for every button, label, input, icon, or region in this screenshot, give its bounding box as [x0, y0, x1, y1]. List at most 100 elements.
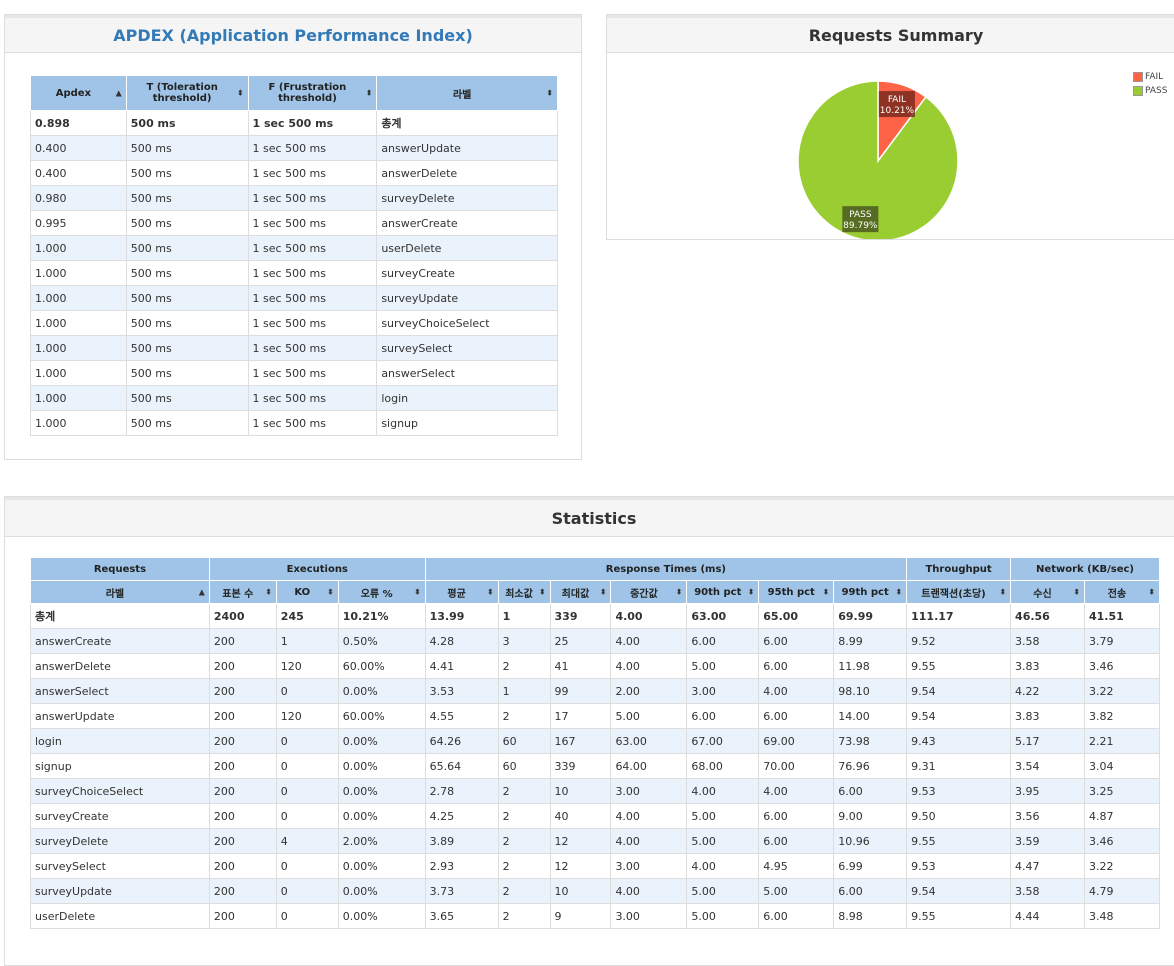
stats-cell: 0	[275, 778, 339, 804]
legend-item-pass[interactable]: PASS	[1133, 84, 1167, 98]
stats-cell: 0.00%	[337, 728, 426, 754]
stats-cell: 11.98	[833, 653, 908, 679]
apdex-row: 1.000 500 ms 1 sec 500 ms surveyChoiceSelec…	[30, 310, 558, 336]
apdex-row: 0.400 500 ms 1 sec 500 ms answerUpdate	[30, 135, 558, 161]
apdex-column-label: F (Frustration threshold)	[268, 82, 347, 104]
stats-cell: 9.50	[906, 803, 1012, 829]
stats-cell: 3.53	[424, 678, 499, 704]
stats-column-header[interactable]: 트랜잭션(초당) ⬍	[906, 580, 1012, 604]
stats-cell: 69.00	[758, 728, 835, 754]
apdex-cell: 1.000	[30, 310, 127, 336]
stats-cell: 2	[497, 878, 551, 904]
stats-cell: 6.99	[833, 853, 908, 879]
stats-cell: 60.00%	[337, 703, 426, 729]
stats-cell: 3.73	[424, 878, 499, 904]
stats-column-header[interactable]: 95th pct ⬍	[758, 580, 835, 604]
stats-column-header[interactable]: 최소값 ⬍	[497, 580, 551, 604]
apdex-column-header[interactable]: Apdex ▲	[30, 75, 127, 111]
stats-cell: 3.58	[1010, 878, 1085, 904]
stats-cell: 3.00	[610, 903, 688, 929]
stats-column-header[interactable]: 라벨 ▲	[30, 580, 210, 604]
apdex-column-header[interactable]: F (Frustration threshold) ⬍	[247, 75, 378, 111]
apdex-cell: 1 sec 500 ms	[247, 160, 378, 186]
legend-item-fail[interactable]: FAIL	[1133, 70, 1167, 84]
apdex-cell: 500 ms	[125, 310, 249, 336]
stats-row: answerUpdate 200 120 60.00% 4.55 2 17 5.00 6.00 6…	[30, 703, 1161, 729]
stats-cell: 41.51	[1083, 603, 1161, 629]
sort-both-icon: ⬍	[822, 587, 830, 597]
pie-slice-pass[interactable]	[797, 80, 959, 239]
apdex-cell: 0.400	[30, 160, 127, 186]
stats-cell: 8.99	[833, 628, 908, 654]
stats-cell: 4.00	[686, 778, 760, 804]
requests-summary-panel: Requests Summary FAIL 10.21% PASS 89.79% FA…	[606, 14, 1174, 240]
stats-cell: 0.00%	[337, 678, 426, 704]
apdex-row: 1.000 500 ms 1 sec 500 ms login	[30, 385, 558, 411]
stats-cell: 5.00	[686, 878, 760, 904]
stats-cell: 200	[208, 903, 277, 929]
stats-cell: 5.17	[1010, 728, 1085, 754]
stats-column-header[interactable]: 표본 수 ⬍	[208, 580, 277, 604]
apdex-column-header[interactable]: 라벨 ⬍	[376, 75, 558, 111]
stats-cell: answerCreate	[30, 628, 210, 654]
apdex-row: 1.000 500 ms 1 sec 500 ms surveySelect	[30, 335, 558, 361]
stats-column-header[interactable]: KO ⬍	[275, 580, 339, 604]
apdex-cell: 총계	[376, 110, 558, 136]
stats-cell: 4.25	[424, 803, 499, 829]
stats-cell: 60	[497, 728, 551, 754]
stats-cell: 3	[497, 628, 551, 654]
stats-column-header[interactable]: 99th pct ⬍	[833, 580, 908, 604]
stats-column-header[interactable]: 90th pct ⬍	[686, 580, 760, 604]
apdex-cell: 500 ms	[125, 410, 249, 436]
apdex-cell: answerUpdate	[376, 135, 558, 161]
stats-cell: 4.87	[1083, 803, 1161, 829]
apdex-row: 1.000 500 ms 1 sec 500 ms signup	[30, 410, 558, 436]
stats-cell: 0	[275, 678, 339, 704]
stats-cell: 40	[549, 803, 612, 829]
stats-column-header[interactable]: 수신 ⬍	[1010, 580, 1085, 604]
stats-cell: 4.79	[1083, 878, 1161, 904]
stats-column-header[interactable]: 평균 ⬍	[424, 580, 499, 604]
stats-cell: 3.58	[1010, 628, 1085, 654]
stats-column-header[interactable]: 최대값 ⬍	[549, 580, 612, 604]
stats-cell: 5.00	[610, 703, 688, 729]
stats-column-label: 수신	[1033, 588, 1052, 600]
apdex-cell: 500 ms	[125, 285, 249, 311]
stats-column-label: 95th pct	[767, 586, 815, 598]
stats-cell: 339	[549, 753, 612, 779]
stats-cell: 0	[275, 903, 339, 929]
stats-cell: 63.00	[610, 728, 688, 754]
stats-cell: 4.28	[424, 628, 499, 654]
stats-cell: 4.00	[610, 803, 688, 829]
stats-cell: 120	[275, 653, 339, 679]
stats-cell: surveyDelete	[30, 828, 210, 854]
stats-cell: 12	[549, 828, 612, 854]
apdex-cell: 500 ms	[125, 385, 249, 411]
pie-label-category: PASS	[849, 210, 872, 220]
apdex-column-header[interactable]: T (Toleration threshold) ⬍	[125, 75, 249, 111]
stats-cell: 4.22	[1010, 678, 1085, 704]
statistics-table: Requests Executions Response Times (ms) Thr…	[30, 557, 1161, 929]
apdex-row: 1.000 500 ms 1 sec 500 ms answerSelect	[30, 360, 558, 386]
sort-both-icon: ⬍	[1148, 587, 1155, 597]
apdex-cell: 500 ms	[125, 185, 249, 211]
stats-column-label: 표본 수	[222, 588, 254, 600]
pie-legend[interactable]: FAIL PASS	[1133, 70, 1167, 98]
stats-cell: 200	[208, 778, 277, 804]
stats-cell: 3.25	[1083, 778, 1161, 804]
stats-cell: 4	[275, 828, 339, 854]
stats-column-header[interactable]: 중간값 ⬍	[610, 580, 688, 604]
stats-column-header[interactable]: 오류 % ⬍	[337, 580, 426, 604]
stats-cell: 10	[549, 878, 612, 904]
stats-cell: 6.00	[758, 828, 835, 854]
stats-row: surveyUpdate 200 0 0.00% 3.73 2 10 4.00 5.00 5.00…	[30, 878, 1161, 904]
stats-column-header[interactable]: 전송 ⬍	[1083, 580, 1161, 604]
stats-cell: 64.26	[424, 728, 499, 754]
apdex-cell: answerCreate	[376, 210, 558, 236]
apdex-cell: 500 ms	[125, 210, 249, 236]
stats-cell: 46.56	[1010, 603, 1085, 629]
stats-cell: 3.00	[610, 853, 688, 879]
stats-cell: 12	[549, 853, 612, 879]
stats-cell: 14.00	[833, 703, 908, 729]
stats-cell: 3.89	[424, 828, 499, 854]
